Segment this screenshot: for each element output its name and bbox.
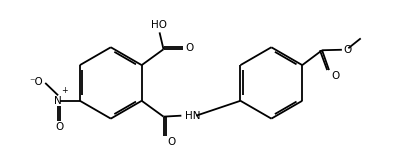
Text: O: O: [343, 45, 351, 55]
Text: ⁻O: ⁻O: [29, 77, 43, 87]
Text: O: O: [332, 71, 340, 81]
Text: O: O: [186, 43, 194, 53]
Text: O: O: [168, 137, 176, 147]
Text: O: O: [55, 122, 63, 132]
Text: HN: HN: [185, 111, 201, 121]
Text: +: +: [61, 86, 68, 95]
Text: HO: HO: [150, 20, 166, 30]
Text: N: N: [54, 96, 62, 106]
